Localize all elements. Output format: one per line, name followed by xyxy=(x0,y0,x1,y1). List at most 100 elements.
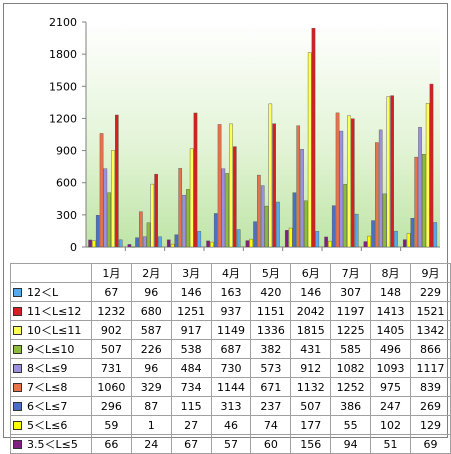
y-tick-label: 0 xyxy=(70,241,77,254)
data-label: 382 xyxy=(250,339,292,359)
bar xyxy=(253,221,257,248)
bar xyxy=(103,168,108,248)
table-row: 5＜L≤6 59 1 27 46 74 177 55 102 129 xyxy=(10,415,451,435)
data-label: 1144 xyxy=(210,377,252,397)
data-label: 386 xyxy=(330,396,372,416)
legend-entry: 8＜L≤9 xyxy=(10,358,92,378)
data-label: 96 xyxy=(130,358,172,378)
table-row: 12＜L 67 96 146 163 420 146 307 148 229 xyxy=(10,282,451,302)
data-label: 1197 xyxy=(330,301,372,321)
data-label: 1405 xyxy=(370,320,411,340)
data-table: 1月 2月 3月 4月 5月 6月 7月 8月 9月 12＜L 67 96 146 163 420 146 30… xyxy=(10,263,451,454)
y-tick-label: 1800 xyxy=(49,48,77,61)
bar xyxy=(178,168,183,248)
data-label: 1 xyxy=(130,415,172,435)
legend-entry: 10＜L≤11 xyxy=(10,320,92,340)
data-label: 730 xyxy=(210,358,252,378)
data-label: 67 xyxy=(170,434,212,454)
legend-label: 3.5＜L≤5 xyxy=(27,438,78,451)
bar xyxy=(276,201,280,248)
bar xyxy=(257,174,261,248)
data-label: 229 xyxy=(409,282,451,302)
data-label: 102 xyxy=(370,415,411,435)
chart-plot: 0 300 600 900 1200 1500 1800 2100 xyxy=(49,16,440,254)
table-row: 11＜L≤12 1232 680 1251 937 1151 2042 1197 1413 152… xyxy=(10,301,451,321)
bar xyxy=(210,241,214,248)
legend-label: 8＜L≤9 xyxy=(27,362,68,375)
data-label: 507 xyxy=(90,339,132,359)
data-label: 585 xyxy=(330,339,372,359)
bar xyxy=(375,142,379,248)
bar xyxy=(107,192,111,248)
data-label: 573 xyxy=(250,358,292,378)
data-label: 129 xyxy=(409,415,451,435)
data-label: 247 xyxy=(370,396,411,416)
data-label: 671 xyxy=(250,377,292,397)
legend-entry: 7＜L≤8 xyxy=(10,377,92,397)
y-axis: 0 300 600 900 1200 1500 1800 2100 xyxy=(49,16,87,254)
data-label: 51 xyxy=(370,434,411,454)
bar xyxy=(328,240,332,248)
bar xyxy=(272,123,276,248)
legend-entry: 3.5＜L≤5 xyxy=(10,434,92,454)
bar xyxy=(324,236,328,248)
data-label: 226 xyxy=(130,339,172,359)
data-label: 917 xyxy=(170,320,212,340)
data-label: 55 xyxy=(330,415,372,435)
bar xyxy=(335,112,340,248)
data-label: 74 xyxy=(250,415,292,435)
bar xyxy=(225,173,229,248)
bar xyxy=(131,246,136,248)
bar xyxy=(339,130,344,248)
bar xyxy=(232,146,237,248)
data-label: 1413 xyxy=(370,301,411,321)
data-label: 431 xyxy=(290,339,332,359)
bar xyxy=(229,123,233,248)
legend-label: 10＜L≤11 xyxy=(27,324,82,337)
legend-label: 12＜L xyxy=(27,286,59,299)
data-label: 329 xyxy=(130,377,172,397)
data-label: 912 xyxy=(290,358,332,378)
bar xyxy=(378,129,383,248)
bar xyxy=(331,205,336,248)
data-label: 115 xyxy=(170,396,212,416)
bar xyxy=(307,52,312,248)
bar xyxy=(236,229,241,248)
bar-group xyxy=(88,28,438,248)
data-label: 1225 xyxy=(330,320,372,340)
data-label: 146 xyxy=(290,282,332,302)
bar xyxy=(150,183,155,248)
data-label: 731 xyxy=(90,358,132,378)
bar xyxy=(186,189,190,248)
bar xyxy=(189,148,194,248)
data-label: 269 xyxy=(409,396,451,416)
x-category-label: 2月 xyxy=(130,263,172,283)
table-row: 7＜L≤8 1060 329 734 1144 671 1132 1252 975 839 xyxy=(10,377,451,397)
bar xyxy=(296,125,301,248)
data-label: 146 xyxy=(170,282,212,302)
bar xyxy=(390,95,394,248)
bar xyxy=(292,192,297,248)
data-label: 680 xyxy=(130,301,172,321)
data-label: 734 xyxy=(170,377,212,397)
bar xyxy=(300,149,304,248)
bar xyxy=(268,103,273,248)
data-label: 1252 xyxy=(330,377,372,397)
bar xyxy=(99,133,104,248)
data-label: 237 xyxy=(250,396,292,416)
data-label: 2042 xyxy=(290,301,332,321)
x-category-label: 1月 xyxy=(90,263,132,283)
x-category-label: 8月 xyxy=(370,263,411,283)
x-axis xyxy=(86,246,440,251)
bar xyxy=(402,239,407,248)
y-tick-label: 300 xyxy=(56,209,77,222)
bar xyxy=(315,231,320,248)
legend-swatch xyxy=(13,401,22,411)
bar xyxy=(154,173,158,248)
legend-entry: 9＜L≤10 xyxy=(10,339,92,359)
bar xyxy=(422,154,426,248)
bar xyxy=(139,211,143,248)
data-label: 1232 xyxy=(90,301,132,321)
bar xyxy=(418,127,422,248)
y-tick-label: 900 xyxy=(56,145,77,158)
